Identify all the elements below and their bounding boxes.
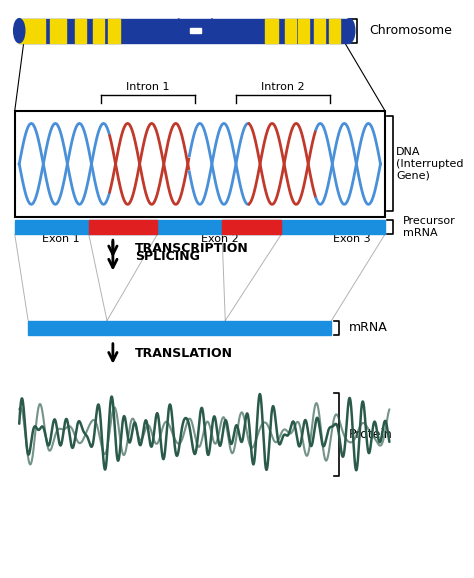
Polygon shape <box>178 18 212 43</box>
Text: Protein: Protein <box>349 428 393 441</box>
Bar <box>50 18 66 43</box>
Text: Exon 2: Exon 2 <box>201 234 239 244</box>
Bar <box>298 18 309 43</box>
Text: Intron 1: Intron 1 <box>126 81 170 92</box>
Text: Intron 2: Intron 2 <box>261 81 305 92</box>
Bar <box>93 18 104 43</box>
Bar <box>28 321 331 335</box>
Text: DNA
(Interrupted
Gene): DNA (Interrupted Gene) <box>396 147 464 180</box>
Bar <box>314 18 325 43</box>
Ellipse shape <box>14 18 25 43</box>
Text: Exon 1: Exon 1 <box>42 234 80 244</box>
Text: SPLICING: SPLICING <box>135 250 200 263</box>
Bar <box>75 18 86 43</box>
Bar <box>19 18 349 43</box>
Bar <box>19 18 45 43</box>
Bar <box>264 18 278 43</box>
Text: mRNA: mRNA <box>349 321 388 334</box>
Text: Chromosome: Chromosome <box>369 24 452 37</box>
Bar <box>109 18 119 43</box>
Bar <box>222 220 281 234</box>
Bar <box>329 18 340 43</box>
Bar <box>15 220 385 234</box>
Bar <box>15 110 385 217</box>
Bar <box>190 28 201 33</box>
Text: TRANSCRIPTION: TRANSCRIPTION <box>135 242 249 255</box>
Ellipse shape <box>344 18 355 43</box>
Bar <box>284 18 296 43</box>
Text: TRANSLATION: TRANSLATION <box>135 347 233 360</box>
Text: Precursor
mRNA: Precursor mRNA <box>403 216 456 238</box>
Bar <box>89 220 157 234</box>
Text: Exon 3: Exon 3 <box>333 234 370 244</box>
